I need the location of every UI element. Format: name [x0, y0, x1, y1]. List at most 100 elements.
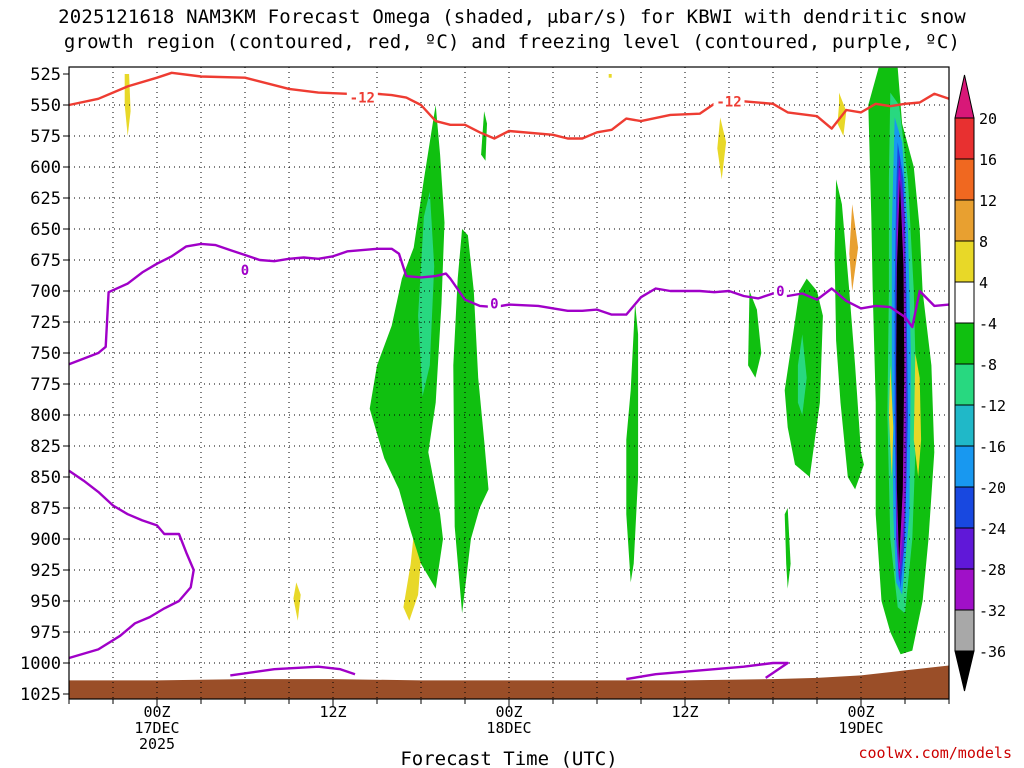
x-tick-label-42-0: 12Z — [671, 703, 698, 721]
y-tick-label-550: 550 — [30, 96, 61, 116]
y-tick-label-525: 525 — [30, 65, 61, 85]
colorbar-label-0: 20 — [979, 110, 997, 128]
contour-freezing-lower — [68, 469, 195, 660]
contour-freezing-upper — [68, 242, 950, 366]
contour-label-bg-0 — [346, 89, 378, 105]
colorbar-label-12: -32 — [979, 602, 1006, 620]
colorbar-label-4: 4 — [979, 274, 988, 292]
y-tick-label-675: 675 — [30, 251, 61, 271]
chart-title-line-2: growth region (contoured, red, ºC) and f… — [63, 31, 961, 53]
colorbar-box-12 — [954, 568, 975, 611]
x-tick-label-6-2: 2025 — [139, 735, 175, 753]
contour-label-bg-3 — [487, 295, 501, 311]
colorbar-label-11: -28 — [979, 561, 1006, 579]
contour-label-bg-4 — [773, 283, 787, 298]
y-tick-label-1000: 1000 — [20, 654, 61, 674]
credit-text: coolwx.com/models — [858, 744, 1012, 762]
y-tick-label-900: 900 — [30, 530, 61, 550]
colorbar-label-2: 12 — [979, 192, 997, 210]
gridlines — [69, 67, 949, 699]
contour-label-1: -12 — [716, 94, 741, 110]
colorbar-box-8 — [954, 404, 975, 447]
y-tick-label-825: 825 — [30, 437, 61, 457]
colorbar-box-1 — [954, 117, 975, 160]
colorbar-box-9 — [954, 445, 975, 488]
y-tick-label-625: 625 — [30, 189, 61, 209]
colorbar-box-13 — [954, 609, 975, 652]
omega-shading — [124, 67, 935, 655]
contour-labels: -12 -12 0 0 0 — [238, 89, 787, 312]
omega-region-2 — [717, 117, 727, 180]
omega-region-13 — [784, 508, 791, 589]
colorbar-box-7 — [954, 363, 975, 406]
omega-region-14 — [834, 179, 864, 490]
y-tick-label-875: 875 — [30, 499, 61, 519]
colorbar-label-13: -36 — [979, 643, 1006, 661]
y-tick-label-975: 975 — [30, 623, 61, 643]
colorbar-label-5: -4 — [979, 315, 997, 333]
y-tick-label-950: 950 — [30, 592, 61, 612]
colorbar-arrow-top — [954, 74, 975, 119]
omega-region-15 — [849, 204, 859, 291]
colorbar-box-11 — [954, 527, 975, 570]
contour-freezing-surface-1 — [230, 665, 356, 677]
x-tick-label-6-1: 17DEC — [134, 719, 179, 737]
omega-region-7 — [453, 229, 489, 614]
contour-label-bg-1 — [713, 93, 745, 109]
omega-region-10 — [748, 291, 762, 378]
y-tick-label-775: 775 — [30, 375, 61, 395]
colorbar-label-9: -20 — [979, 479, 1006, 497]
colorbar-box-4 — [954, 240, 975, 283]
colorbar-box-3 — [954, 199, 975, 242]
omega-region-24 — [888, 365, 894, 477]
colorbar: 20 16 12 8 4 -4 -8 -12 -16 -20 -24 -28 -32 -36 — [954, 74, 1006, 692]
x-axis-title: Forecast Time (UTC) — [400, 748, 617, 768]
contour-label-4: 0 — [776, 284, 784, 300]
x-tick-label-6-0: 00Z — [143, 703, 170, 721]
colorbar-box-2 — [954, 158, 975, 201]
x-tick-label-30-0: 00Z — [495, 703, 522, 721]
chart-title-line-1: 2025121618 NAM3KM Forecast Omega (shaded… — [58, 6, 966, 28]
colorbar-label-10: -24 — [979, 520, 1006, 538]
x-tick-label-54-0: 00Z — [847, 703, 874, 721]
contours — [68, 71, 950, 681]
x-tick-label-54-1: 19DEC — [838, 719, 883, 737]
y-tick-label-575: 575 — [30, 127, 61, 147]
y-tick-label-800: 800 — [30, 406, 61, 426]
y-tick-label-725: 725 — [30, 313, 61, 333]
colorbar-box-10 — [954, 486, 975, 529]
contour-label-2: 0 — [241, 263, 249, 279]
contour-dgz-minus12 — [68, 71, 950, 140]
omega-region-3 — [293, 582, 301, 621]
y-tick-label-750: 750 — [30, 344, 61, 364]
x-tick-label-18-0: 12Z — [319, 703, 346, 721]
colorbar-label-8: -16 — [979, 438, 1006, 456]
contour-label-bg-2 — [238, 261, 252, 277]
colorbar-label-7: -12 — [979, 397, 1006, 415]
y-tick-label-1025: 1025 — [20, 685, 61, 705]
contour-freezing-surface-2 — [626, 661, 789, 681]
omega-region-22 — [896, 179, 905, 564]
x-tick-label-30-1: 18DEC — [486, 719, 531, 737]
colorbar-label-6: -8 — [979, 356, 997, 374]
y-axis: 525 550 575 600 625 650 675 700 725 750 775 800 825 8… — [20, 65, 69, 705]
colorbar-label-3: 8 — [979, 233, 988, 251]
colorbar-arrow-bottom — [954, 650, 975, 692]
plot-area: -12 -12 0 0 0 — [68, 66, 950, 700]
omega-region-9 — [626, 303, 639, 583]
y-tick-label-700: 700 — [30, 282, 61, 302]
y-tick-label-650: 650 — [30, 220, 61, 240]
contour-label-3: 0 — [490, 296, 498, 312]
omega-region-0 — [124, 74, 131, 136]
omega-region-12 — [797, 334, 807, 415]
colorbar-box-6 — [954, 322, 975, 365]
omega-region-6 — [418, 191, 435, 397]
y-tick-label-925: 925 — [30, 561, 61, 581]
colorbar-label-1: 16 — [979, 151, 997, 169]
y-tick-label-850: 850 — [30, 468, 61, 488]
colorbar-box-5 — [954, 281, 975, 324]
omega-region-25 — [608, 74, 612, 78]
y-tick-label-600: 600 — [30, 158, 61, 178]
